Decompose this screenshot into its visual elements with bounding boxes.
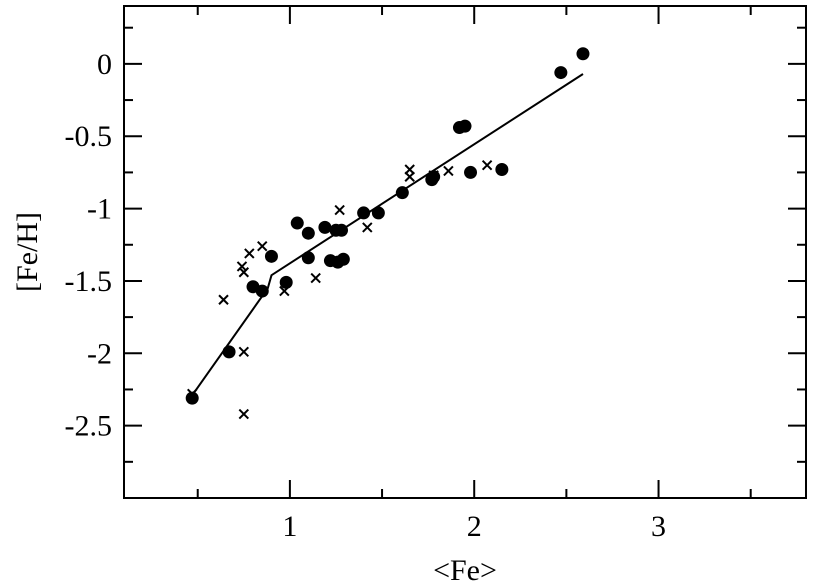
data-point-circle [318, 220, 332, 234]
data-point-cross [238, 408, 250, 420]
data-point-cross [310, 272, 321, 284]
data-point-circle [371, 206, 385, 220]
x-tick-label: 2 [467, 510, 482, 543]
data-point-circle [554, 66, 568, 80]
data-point-circle [290, 216, 304, 230]
data-point-circle [255, 284, 269, 298]
y-tick-label: -0.5 [65, 120, 113, 153]
data-point-cross [218, 294, 229, 305]
y-tick-label: -1.5 [65, 265, 113, 298]
data-point-cross [428, 170, 439, 181]
data-point-circle [301, 251, 315, 265]
data-point-circle [495, 163, 509, 177]
data-point-cross [334, 204, 345, 216]
data-point-cross [443, 165, 454, 177]
data-layer [185, 47, 590, 420]
data-point-cross [244, 248, 255, 259]
data-point-circle [301, 226, 315, 240]
data-point-cross [186, 388, 198, 400]
fit-line [191, 73, 584, 396]
data-point-circle [357, 206, 371, 220]
y-tick-label: -2.5 [65, 410, 113, 443]
data-point-cross [257, 241, 268, 252]
x-axis-label: <Fe> [433, 554, 497, 584]
data-point-cross [238, 267, 250, 278]
data-point-cross [238, 346, 250, 358]
y-tick-label: -2 [87, 337, 112, 370]
data-point-circle [464, 165, 478, 179]
data-point-cross [481, 159, 493, 171]
data-point-cross [362, 222, 373, 233]
x-tick-label: 1 [282, 510, 297, 543]
data-point-circle [336, 252, 350, 266]
data-point-cross [279, 285, 290, 297]
x-tick-labels: 1 2 3 [282, 510, 666, 543]
y-tick-label: 0 [97, 48, 112, 81]
data-point-circle [185, 391, 199, 405]
data-point-circle [222, 345, 236, 359]
data-point-circle [395, 186, 409, 200]
x-tick-label: 3 [651, 510, 666, 543]
data-point-circle [264, 249, 278, 263]
plot-area-frame [123, 5, 807, 499]
data-point-cross [404, 171, 415, 182]
data-point-circle [335, 223, 349, 237]
data-point-circle [279, 275, 293, 289]
data-point-circle [576, 47, 590, 61]
data-point-circle [458, 119, 472, 133]
y-tick-labels: 0 -0.5 -1 -1.5 -2 -2.5 [65, 48, 113, 443]
y-tick-label: -1 [87, 193, 112, 226]
data-point-circle [427, 170, 441, 184]
y-axis-label: [Fe/H] [11, 212, 44, 292]
data-point-cross [236, 261, 248, 272]
tick-marks [124, 6, 806, 499]
